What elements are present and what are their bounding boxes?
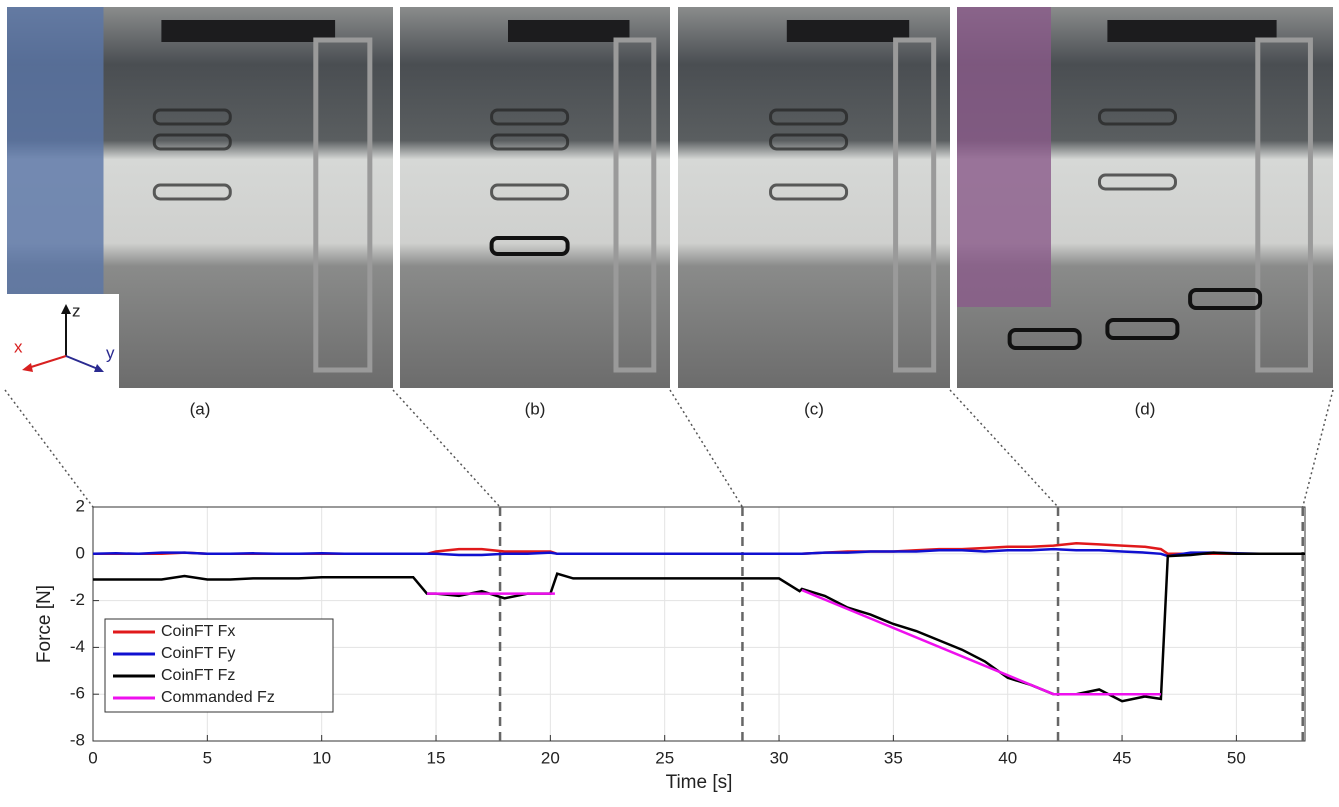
y-axis-label: Force [N] [34,585,55,663]
panel-label: (a) [190,399,211,418]
drone [152,183,232,201]
drone [489,236,570,256]
stand-frame [893,37,937,373]
y-tick-label: -6 [70,684,85,703]
stand-frame [313,37,373,373]
panel-label: (d) [1135,399,1156,418]
drone [769,133,849,151]
drone [490,183,570,201]
ceiling-mount [1107,20,1277,42]
drone [152,108,232,126]
legend-label: CoinFT Fx [161,623,235,640]
drone [1105,318,1180,340]
connector [949,389,1059,508]
drone [490,133,570,151]
photos: (a) (b) (c) (d) [7,7,1333,418]
connector [669,389,744,508]
drone [1007,328,1082,350]
ceiling-mount [161,20,336,42]
y-label: y [106,343,115,362]
x-tick-label: 40 [998,748,1017,767]
x-tick-label: 25 [655,748,674,767]
connector [4,389,94,508]
stand-frame [1255,37,1313,373]
x-tick-label: 35 [884,748,903,767]
connector [392,389,501,508]
legend-label: CoinFT Fz [161,667,235,684]
drone [769,183,849,201]
plot-frame [92,506,1306,742]
drone [769,108,849,126]
ceiling-mount [508,20,630,42]
x-tick-label: 20 [541,748,560,767]
drone [490,108,570,126]
foam-wall [7,7,104,307]
series-line [92,547,1305,558]
y-tick-label: -2 [70,590,85,609]
y-tick-label: 0 [76,543,85,562]
drone [1097,108,1177,126]
legend-label: CoinFT Fy [161,645,235,662]
x-tick-label: 50 [1227,748,1246,767]
panel-label: (c) [804,399,824,418]
x-tick-label: 0 [88,748,97,767]
panel-label: (b) [525,399,546,418]
x-axis-label: Time [s] [666,772,733,793]
drone [152,133,232,151]
x-tick-label: 15 [427,748,446,767]
z-label: z [72,301,81,320]
y-tick-label: -4 [70,637,85,656]
series-line [426,588,1161,696]
y-tick-label: -8 [70,730,85,749]
x-tick-label: 10 [312,748,331,767]
x-tick-label: 45 [1113,748,1132,767]
foam-wall [957,7,1051,307]
legend: CoinFT Fx CoinFT Fy CoinFT Fz Commanded Fz [104,618,334,713]
drone [1188,288,1263,310]
ceiling-mount [786,20,910,42]
stand-frame [613,37,657,373]
legend-label: Commanded Fz [161,689,275,706]
y-tick-label: 2 [76,496,85,515]
connector [1301,389,1334,508]
x-tick-label: 5 [203,748,212,767]
x-tick-label: 30 [770,748,789,767]
drone [1097,173,1177,191]
x-label: x [14,337,23,356]
axes-inset: z x y [0,294,119,390]
